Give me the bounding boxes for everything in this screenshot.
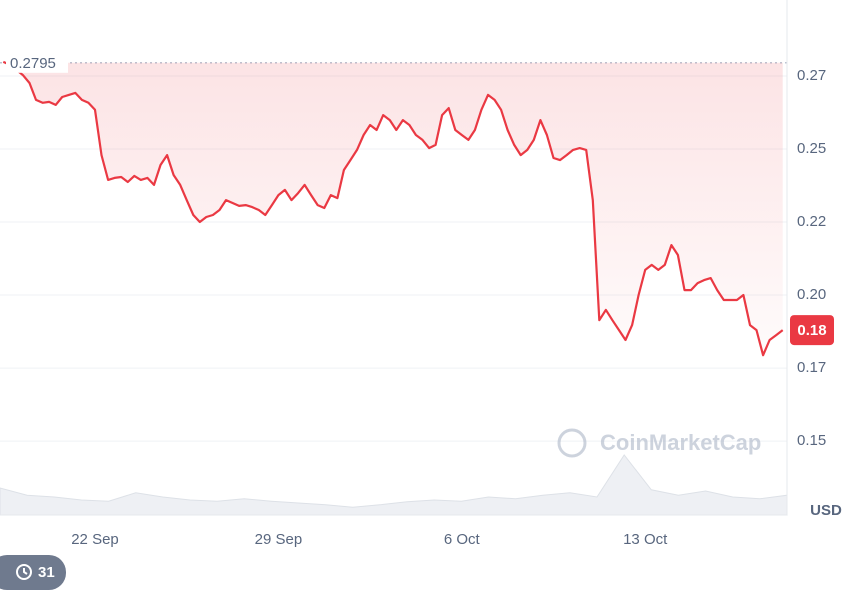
x-tick-label: 13 Oct [623,531,668,548]
badge-text: 31 [38,564,55,581]
currency-label: USD [810,502,842,519]
volume-area [0,454,788,516]
reference-label-bg [6,52,68,73]
y-tick-label: 0.25 [797,140,826,157]
badge[interactable]: 31 [0,555,66,590]
price-tag-bg [790,315,834,346]
series-layer [0,60,787,357]
badge-bg[interactable] [0,555,66,590]
y-tick-label: 0.15 [797,432,826,449]
y-tick-label: 0.22 [797,213,826,230]
watermark-text: CoinMarketCap [600,430,761,455]
x-tick-label: 6 Oct [444,531,481,548]
watermark-logo [557,428,587,458]
badge-icon [16,564,32,580]
y-tick-label: 0.27 [797,67,826,84]
x-tick-label: 22 Sep [71,531,119,548]
price-area [3,61,783,356]
volume-layer [0,454,788,516]
price-line [2,60,784,357]
x-tick-label: 29 Sep [255,531,303,548]
reference-label: 0.2795 [10,55,56,72]
y-tick-label: 0.17 [797,359,826,376]
labels-layer: 0.27 0.25 0.22 0.20 0.17 0.15 22 Sep 29 Sep 6 Oc… [6,52,834,548]
y-tick-label: 0.20 [797,286,826,303]
badge-icon-hand [23,568,28,575]
price-tag: 0.18 [797,322,826,339]
watermark: CoinMarketCap [557,428,761,458]
